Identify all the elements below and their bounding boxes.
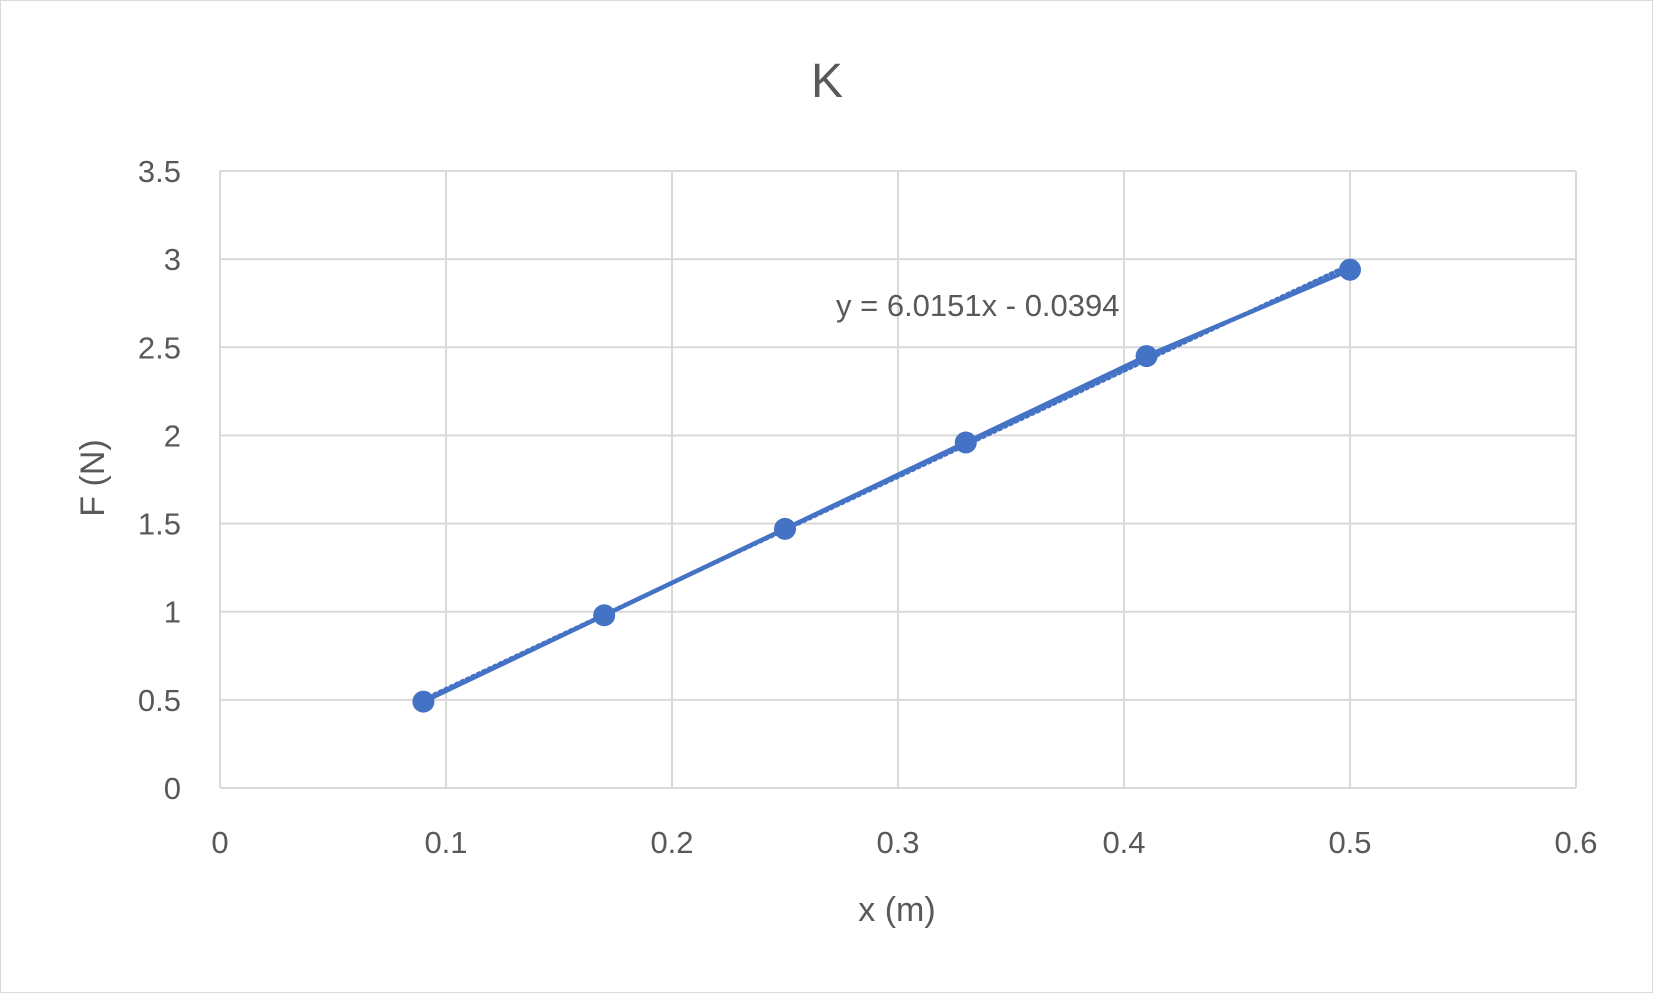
y-tick-label: 1	[164, 595, 181, 630]
data-point	[412, 690, 435, 713]
y-tick-label: 3	[164, 242, 181, 277]
y-axis-label: F (N)	[74, 439, 112, 516]
data-point	[593, 604, 616, 627]
x-tick-label: 0.2	[650, 825, 693, 860]
y-tick-label: 3.5	[138, 154, 181, 189]
x-tick-label: 0.4	[1102, 825, 1145, 860]
trendline-equation: y = 6.0151x - 0.0394	[836, 288, 1120, 323]
x-tick-label: 0.3	[876, 825, 919, 860]
data-point	[954, 431, 977, 454]
x-tick-label: 0.6	[1554, 825, 1597, 860]
x-tick-label: 0	[211, 825, 228, 860]
y-tick-label: 2	[164, 418, 181, 453]
y-tick-label: 1.5	[138, 507, 181, 542]
x-tick-label: 0.5	[1328, 825, 1371, 860]
y-tick-label: 0	[164, 771, 181, 806]
data-point	[774, 517, 796, 540]
x-tick-label: 0.1	[424, 825, 467, 860]
series-layer	[412, 258, 1361, 713]
y-tick-labels: 0 0.5 1 1.5 2 2.5 3 3.5	[138, 154, 181, 806]
data-point	[1339, 258, 1361, 281]
x-tick-labels: 0 0.1 0.2 0.3 0.4 0.5 0.6	[211, 825, 1597, 860]
data-point	[1135, 345, 1158, 368]
y-tick-label: 0.5	[138, 683, 181, 718]
chart-title: K	[811, 55, 843, 108]
series-line	[422, 267, 1351, 704]
x-axis-label: x (m)	[858, 891, 935, 929]
y-tick-label: 2.5	[138, 330, 181, 365]
